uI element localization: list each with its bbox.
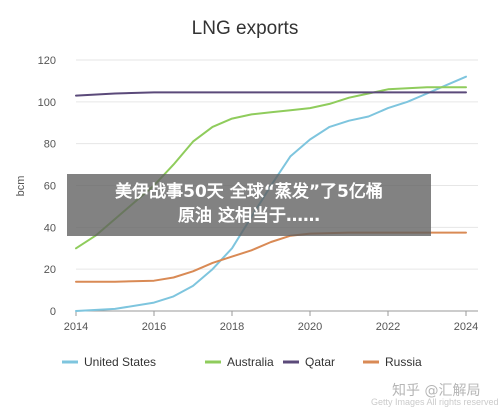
x-tick-2024: 2024: [454, 321, 478, 333]
series-line-united-states: [75, 75, 467, 312]
y-tick-20: 20: [44, 264, 56, 276]
y-tick-40: 40: [44, 222, 56, 234]
legend-label-united-states: United States: [84, 355, 156, 369]
headline-line-2: 原油 这相当于……: [178, 206, 320, 226]
x-tick-2014: 2014: [64, 321, 88, 333]
x-tick-labels: 2014 2016 2018 2020 2022 2024: [64, 311, 478, 333]
series-line-russia: [75, 231, 467, 283]
y-tick-0: 0: [50, 306, 56, 318]
x-tick-2016: 2016: [142, 321, 166, 333]
headline-overlay: 美伊战事50天 全球“蒸发”了5亿桶 原油 这相当于……: [67, 174, 431, 236]
y-tick-100: 100: [38, 97, 56, 109]
x-tick-2018: 2018: [220, 321, 244, 333]
legend-label-australia: Australia: [227, 355, 274, 369]
y-tick-120: 120: [38, 55, 56, 67]
watermark: 知乎 @汇解局: [392, 383, 481, 399]
y-axis-label: bcm: [15, 176, 27, 197]
x-tick-2022: 2022: [376, 321, 400, 333]
headline-line-1: 美伊战事50天 全球“蒸发”了5亿桶: [115, 182, 383, 202]
watermark-sub: Getty Images All rights reserved: [371, 397, 499, 407]
x-tick-2020: 2020: [298, 321, 322, 333]
y-tick-60: 60: [44, 181, 56, 193]
legend-label-russia: Russia: [385, 355, 422, 369]
legend-label-qatar: Qatar: [305, 355, 335, 369]
legend: United States Australia Qatar Russia: [62, 355, 422, 369]
y-tick-80: 80: [44, 139, 56, 151]
chart-title: LNG exports: [192, 18, 299, 39]
series-line-qatar: [75, 91, 467, 97]
y-tick-labels: 0 20 40 60 80 100 120: [38, 55, 56, 318]
